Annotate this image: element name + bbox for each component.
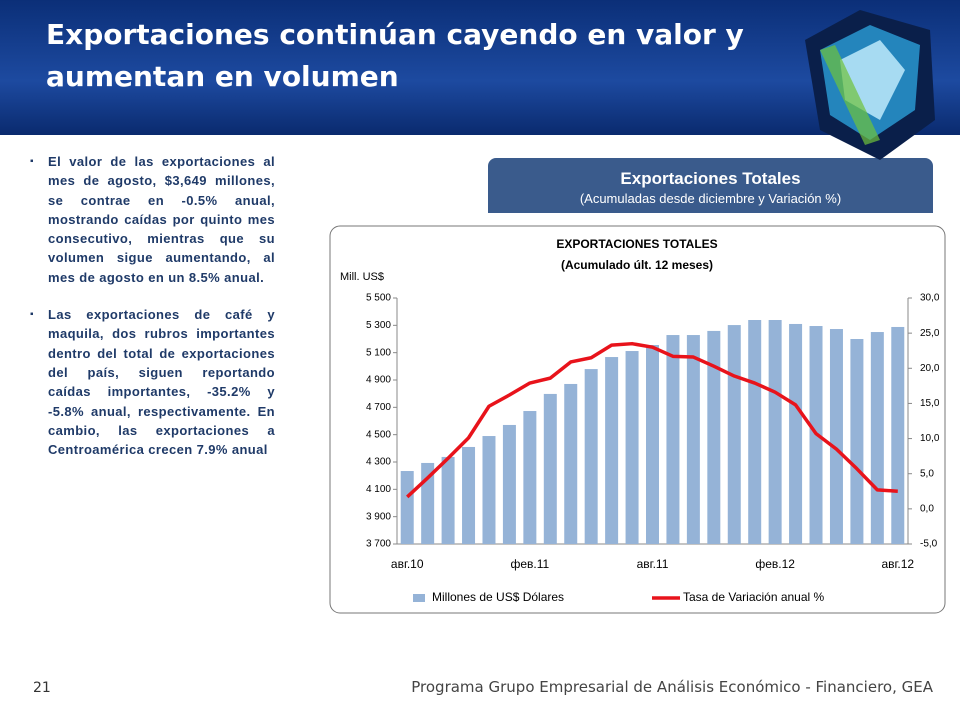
bar bbox=[850, 339, 864, 544]
y2-tick-label: 15,0 bbox=[920, 398, 940, 409]
bar bbox=[502, 424, 516, 544]
y-axis-label: Mill. US$ bbox=[340, 271, 384, 283]
x-tick-label: авг.10 bbox=[391, 557, 424, 571]
y-tick-label: 3 900 bbox=[366, 511, 391, 522]
bar bbox=[891, 326, 905, 544]
y-tick-label: 3 700 bbox=[366, 539, 391, 550]
bar bbox=[666, 335, 680, 544]
line bbox=[406, 341, 898, 499]
bullet: Las exportaciones de café y maquila, dos… bbox=[30, 305, 275, 459]
bar bbox=[400, 471, 414, 544]
y-tick-label: 4 900 bbox=[366, 375, 391, 386]
page-number: 21 bbox=[33, 680, 51, 696]
y-tick-label: 5 300 bbox=[366, 320, 391, 331]
y-tick-label: 4 500 bbox=[366, 429, 391, 440]
y-tick-label: 5 500 bbox=[366, 293, 391, 304]
bar bbox=[523, 411, 537, 544]
y2-tick-label: -5,0 bbox=[920, 539, 938, 550]
slide-title: Exportaciones continúan cayendo en valor… bbox=[46, 18, 744, 93]
bar bbox=[870, 332, 884, 544]
y-tick-label: 4 100 bbox=[366, 484, 391, 495]
y-tick-label: 4 300 bbox=[366, 457, 391, 468]
x-tick-label: авг.11 bbox=[637, 557, 669, 571]
bar bbox=[625, 351, 639, 544]
chart-title: EXPORTACIONES TOTALES bbox=[556, 237, 717, 251]
y2-tick-label: 20,0 bbox=[920, 363, 940, 374]
bar bbox=[564, 383, 578, 544]
legend-label: Millones de US$ Dólares bbox=[432, 590, 564, 604]
bar bbox=[707, 330, 721, 544]
bar bbox=[543, 393, 557, 544]
box-title: Exportaciones Totales bbox=[620, 169, 801, 188]
x-tick-label: фев.12 bbox=[755, 557, 795, 571]
y2-tick-label: 5,0 bbox=[920, 468, 934, 479]
legend-swatch bbox=[413, 594, 425, 602]
y-tick-label: 5 100 bbox=[366, 347, 391, 358]
bar bbox=[441, 456, 455, 544]
bar bbox=[646, 345, 659, 544]
bar bbox=[829, 329, 843, 544]
chart-box-header: Exportaciones Totales (Acumuladas desde … bbox=[488, 158, 933, 213]
bar bbox=[584, 369, 598, 544]
bar bbox=[748, 320, 762, 544]
bar bbox=[462, 446, 476, 544]
bar bbox=[768, 320, 782, 544]
bar bbox=[789, 323, 803, 544]
y2-tick-label: 25,0 bbox=[920, 328, 940, 339]
x-tick-label: авг.12 bbox=[881, 557, 914, 571]
y2-tick-label: 10,0 bbox=[920, 433, 940, 444]
y2-tick-label: 30,0 bbox=[920, 293, 940, 304]
bullet: El valor de las exportaciones al mes de … bbox=[30, 152, 275, 287]
bar bbox=[482, 436, 496, 544]
chart-subtitle: (Acumulado últ. 12 meses) bbox=[561, 258, 713, 272]
header-band bbox=[0, 0, 960, 135]
y2-tick-label: 0,0 bbox=[920, 503, 934, 514]
decor bbox=[805, 10, 935, 160]
bar bbox=[727, 325, 741, 544]
legend-label: Tasa de Variación anual % bbox=[683, 590, 825, 604]
bar bbox=[686, 335, 700, 544]
bullet-list: El valor de las exportaciones al mes de … bbox=[30, 152, 275, 477]
footer-text: Programa Grupo Empresarial de Análisis E… bbox=[411, 678, 933, 696]
box-subtitle: (Acumuladas desde diciembre y Variación … bbox=[579, 191, 842, 206]
bar bbox=[605, 357, 619, 544]
x-tick-label: фев.11 bbox=[511, 557, 550, 571]
y-tick-label: 4 700 bbox=[366, 402, 391, 413]
